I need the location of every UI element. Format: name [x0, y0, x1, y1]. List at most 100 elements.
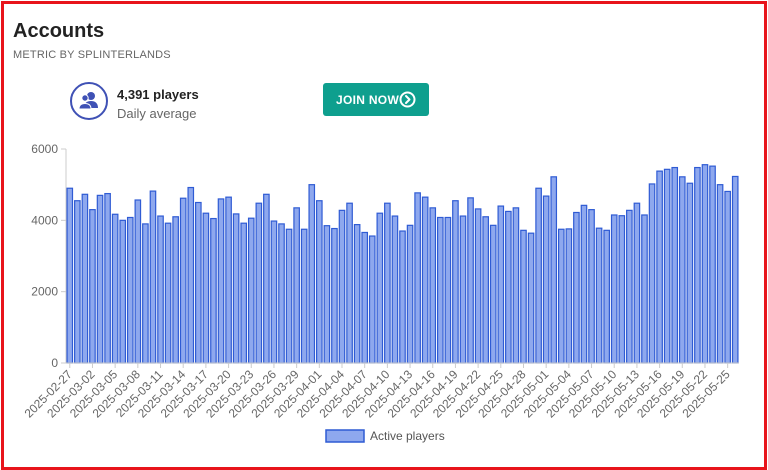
bar[interactable]	[74, 200, 81, 364]
bar[interactable]	[255, 202, 263, 364]
bar[interactable]	[293, 207, 300, 364]
bar[interactable]	[678, 176, 686, 364]
bar[interactable]	[633, 202, 641, 364]
bar[interactable]	[550, 176, 558, 364]
chart-subtitle: METRIC BY SPLINTERLANDS	[13, 49, 171, 61]
bar[interactable]	[111, 213, 119, 364]
bar[interactable]	[278, 223, 285, 364]
bar[interactable]	[542, 195, 550, 364]
bar[interactable]	[300, 228, 308, 364]
bar[interactable]	[520, 229, 527, 364]
bar[interactable]	[119, 219, 127, 364]
bar[interactable]	[429, 207, 437, 364]
bar[interactable]	[709, 165, 716, 364]
bar[interactable]	[641, 214, 648, 364]
bar[interactable]	[308, 184, 316, 364]
bar[interactable]	[656, 170, 663, 364]
bar[interactable]	[195, 201, 202, 364]
bar[interactable]	[603, 229, 610, 364]
bar[interactable]	[142, 223, 149, 364]
bar[interactable]	[626, 209, 633, 364]
bar[interactable]	[444, 216, 452, 364]
bar[interactable]	[368, 235, 376, 364]
bar[interactable]	[452, 200, 459, 364]
bar[interactable]	[671, 166, 679, 364]
bar[interactable]	[467, 197, 474, 364]
bar[interactable]	[323, 225, 331, 364]
bar[interactable]	[361, 231, 369, 364]
bar[interactable]	[270, 220, 278, 364]
bar[interactable]	[512, 207, 520, 364]
y-tick-label: 6000	[31, 142, 58, 156]
bar[interactable]	[557, 228, 565, 364]
bar[interactable]	[686, 182, 694, 364]
bar[interactable]	[376, 212, 384, 364]
bar[interactable]	[399, 230, 406, 364]
bar[interactable]	[202, 212, 210, 364]
bar[interactable]	[338, 209, 346, 364]
bar[interactable]	[164, 222, 172, 364]
y-axis: 0 2000 4000 6000	[31, 142, 67, 370]
bar[interactable]	[384, 202, 391, 364]
bar[interactable]	[172, 216, 179, 364]
bar[interactable]	[565, 228, 573, 364]
bar[interactable]	[701, 164, 709, 364]
bar[interactable]	[217, 198, 225, 364]
bar[interactable]	[157, 215, 164, 364]
bar[interactable]	[285, 228, 293, 364]
bar[interactable]	[724, 190, 731, 364]
bar[interactable]	[263, 193, 270, 364]
bar[interactable]	[580, 204, 588, 364]
bar[interactable]	[414, 192, 421, 364]
legend-label[interactable]: Active players	[370, 429, 445, 443]
bar[interactable]	[232, 213, 240, 364]
join-now-button[interactable]: JOIN NOW	[323, 83, 429, 116]
bar[interactable]	[240, 222, 248, 364]
bar[interactable]	[474, 208, 482, 364]
x-axis: 2025-02-272025-03-022025-03-052025-03-08…	[22, 362, 739, 421]
bar[interactable]	[406, 224, 414, 364]
bar[interactable]	[66, 187, 74, 364]
bar[interactable]	[421, 196, 429, 364]
bar[interactable]	[610, 214, 618, 364]
bar[interactable]	[346, 202, 353, 364]
bar[interactable]	[179, 197, 187, 364]
bar[interactable]	[149, 190, 157, 364]
bar[interactable]	[331, 227, 338, 364]
bar[interactable]	[489, 224, 497, 364]
bar[interactable]	[391, 215, 399, 364]
bar[interactable]	[96, 194, 104, 364]
bar[interactable]	[618, 215, 626, 364]
bar[interactable]	[316, 200, 323, 364]
bar[interactable]	[459, 215, 467, 364]
bar[interactable]	[497, 205, 505, 364]
bar[interactable]	[716, 184, 724, 364]
bar[interactable]	[505, 210, 512, 364]
bar[interactable]	[104, 192, 111, 364]
daily-average-label: Daily average	[117, 106, 197, 121]
chart-title: Accounts	[13, 20, 105, 42]
bar[interactable]	[588, 209, 595, 364]
bar[interactable]	[573, 211, 580, 364]
bar[interactable]	[731, 175, 739, 364]
bar[interactable]	[482, 216, 489, 364]
bar[interactable]	[225, 196, 232, 364]
bar[interactable]	[535, 187, 542, 364]
bar[interactable]	[595, 227, 603, 364]
bar[interactable]	[436, 216, 444, 364]
bar[interactable]	[210, 217, 217, 364]
bar[interactable]	[134, 199, 142, 364]
join-now-label: JOIN NOW	[336, 93, 400, 107]
bar[interactable]	[81, 193, 89, 364]
bar[interactable]	[648, 183, 656, 364]
bar[interactable]	[89, 209, 96, 364]
bar[interactable]	[187, 186, 195, 364]
bar[interactable]	[247, 217, 255, 364]
bar[interactable]	[694, 166, 701, 364]
bar[interactable]	[353, 224, 361, 364]
bar[interactable]	[126, 216, 134, 364]
bar[interactable]	[527, 232, 535, 364]
legend-swatch[interactable]	[325, 429, 365, 443]
bar[interactable]	[663, 168, 671, 364]
